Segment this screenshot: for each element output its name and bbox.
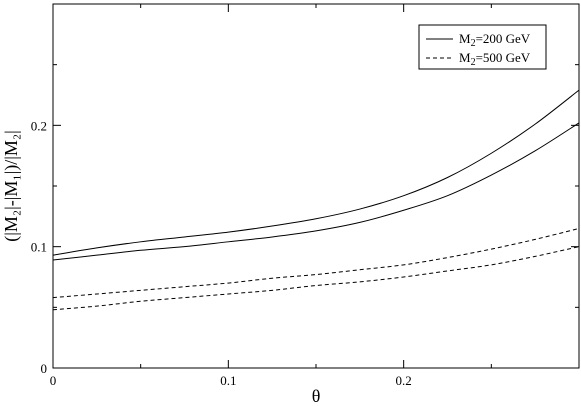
x-tick-label: 0.2 <box>396 373 412 388</box>
series-line <box>52 246 580 311</box>
series-line <box>52 227 580 299</box>
series-lines <box>52 89 580 311</box>
axis-ticks: 0 0.1 0.2 0 0.1 0.2 <box>31 3 580 388</box>
x-axis-label: θ <box>312 386 321 406</box>
series-line <box>52 89 580 256</box>
y-tick-label: 0.1 <box>31 240 47 255</box>
legend-box <box>418 24 547 70</box>
series-line <box>52 122 580 261</box>
x-tick-label: 0 <box>50 373 57 388</box>
y-tick-label: 0.2 <box>31 118 47 133</box>
plot-area: 0 0.1 0.2 0 0.1 0.2 <box>31 3 580 388</box>
y-axis-label: (|M₂|-|M₁|)/|M₂| <box>1 130 22 241</box>
legend-label: M2=500 GeV <box>459 50 531 68</box>
y-tick-label: 0 <box>41 361 48 376</box>
legend-label: M2=200 GeV <box>459 31 531 49</box>
x-tick-label: 0.1 <box>220 373 236 388</box>
